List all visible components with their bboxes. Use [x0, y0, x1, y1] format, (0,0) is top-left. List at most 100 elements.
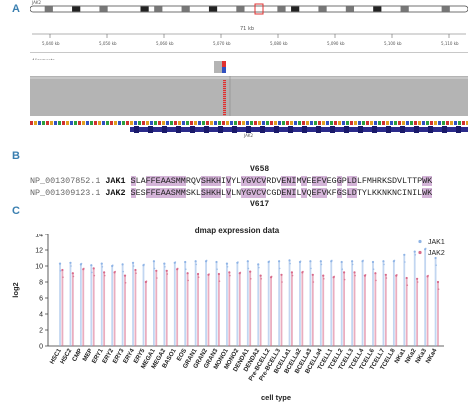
bar-jak1 — [79, 264, 82, 346]
y-tick-label: 8 — [39, 280, 43, 287]
point-jak2 — [384, 273, 387, 276]
sequence-base — [62, 121, 65, 125]
sequence-base — [266, 121, 269, 125]
bar-jak1 — [246, 261, 249, 346]
sequence-base — [134, 121, 137, 125]
replicate-point — [333, 275, 336, 278]
point-jak2 — [290, 271, 294, 274]
sequence-base — [122, 121, 125, 125]
sequence-base — [342, 121, 345, 125]
bar-jak2 — [416, 278, 419, 346]
replicate-point — [343, 278, 346, 281]
bar-jak2 — [322, 275, 325, 346]
sequence-base — [274, 121, 277, 125]
point-jak1 — [121, 263, 124, 266]
replicate-point — [91, 271, 93, 274]
bar-jak1 — [382, 261, 385, 346]
accession-label: NP_001307852.1 — [30, 176, 106, 186]
gene-exon — [330, 126, 335, 133]
sequence-base — [30, 121, 33, 125]
point-jak1 — [225, 262, 229, 265]
sequence-base — [346, 121, 349, 125]
bar-jak1 — [132, 262, 134, 346]
point-jak1 — [58, 262, 62, 265]
replicate-point — [103, 274, 106, 277]
replicate-point — [406, 284, 409, 286]
variant-mark — [223, 98, 226, 100]
bar-jak2 — [176, 269, 179, 346]
sequence-base — [258, 121, 261, 125]
ideogram-band — [236, 6, 245, 12]
sequence-base — [438, 121, 441, 125]
replicate-point — [268, 260, 271, 262]
sequence-base — [446, 121, 449, 125]
point-jak2 — [280, 273, 283, 276]
sequence-base — [318, 121, 321, 125]
sequence-base — [394, 121, 397, 125]
replicate-point — [156, 277, 158, 279]
ruler-tick-label: 5,110 kb — [441, 41, 459, 46]
sequence-base — [54, 121, 57, 125]
gene-exon — [442, 126, 447, 133]
chart-title: dmap expression data — [194, 226, 280, 235]
sequence-base — [246, 121, 249, 125]
read-alignments — [30, 76, 468, 116]
sequence-base — [458, 121, 461, 125]
gene-exon — [218, 126, 223, 133]
sequence-base — [466, 121, 468, 125]
ideogram-band — [277, 6, 286, 12]
ideogram-band — [181, 6, 190, 12]
replicate-point — [59, 270, 62, 272]
sequence-base — [34, 121, 37, 125]
sequence-base — [306, 121, 309, 125]
replicate-point — [385, 277, 388, 279]
replicate-point — [195, 263, 198, 266]
point-jak1 — [100, 262, 103, 265]
bar-jak1 — [100, 263, 103, 346]
bar-jak1 — [403, 254, 406, 346]
sequence-base — [290, 121, 293, 125]
point-jak2 — [186, 272, 189, 275]
sequence-base — [230, 121, 233, 125]
ideogram-band — [99, 6, 108, 12]
sequence-base — [210, 121, 213, 125]
legend-label-jak1: JAK1 — [428, 239, 445, 246]
bar-jak2 — [134, 270, 137, 346]
gene-exon — [246, 126, 251, 133]
sequence-base — [286, 121, 289, 125]
chromosome-label: JAK2 — [32, 0, 42, 5]
bar-jak2 — [374, 273, 377, 346]
sequence-base — [182, 121, 185, 125]
point-jak1 — [371, 260, 375, 264]
point-jak1 — [163, 262, 166, 265]
legend-marker-jak1 — [418, 239, 422, 244]
ruler-tick-label: 5,040 kb — [42, 41, 60, 46]
bar-jak2 — [113, 272, 116, 346]
sequence-base — [50, 121, 53, 125]
replicate-point — [62, 276, 64, 278]
replicate-point — [383, 263, 385, 266]
bar-jak2 — [218, 274, 220, 346]
replicate-point — [320, 263, 323, 266]
replicate-point — [424, 247, 427, 250]
variant-mark — [223, 104, 226, 106]
ruler-tick-label: 5,060 kb — [156, 41, 174, 46]
replicate-point — [237, 261, 239, 263]
coverage-track — [30, 60, 468, 74]
replicate-point — [289, 262, 291, 265]
sequence-base — [106, 121, 109, 125]
bar-jak1 — [205, 261, 207, 346]
bar-jak1 — [278, 261, 280, 346]
point-jak2 — [322, 274, 325, 277]
alignment-row-jak1: NP_001307852.1 JAK1 SLAFFEAASMMRQVSHKHIV… — [30, 176, 433, 186]
point-jak2 — [123, 274, 127, 277]
sequence-base — [110, 121, 113, 125]
sequence-base — [442, 121, 445, 125]
bar-jak2 — [92, 268, 95, 346]
variant-mark — [223, 94, 226, 96]
gene-exon — [274, 126, 279, 133]
bar-jak2 — [301, 272, 304, 346]
sequence-base — [426, 121, 429, 125]
sequence-base — [146, 121, 149, 125]
bar-jak2 — [405, 278, 408, 346]
